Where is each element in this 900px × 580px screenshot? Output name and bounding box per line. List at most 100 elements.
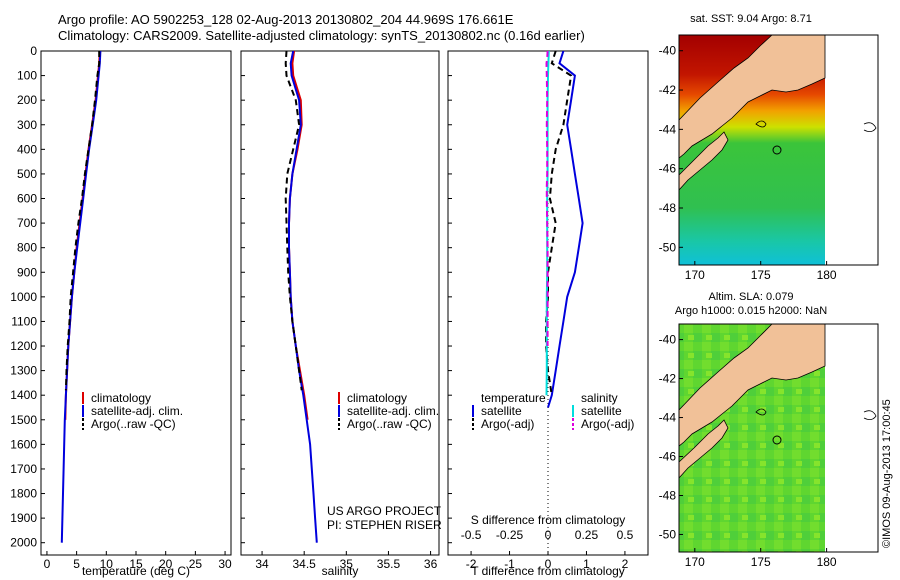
pi-annotation: PI: STEPHEN RISER [327, 518, 442, 532]
temperature-panel: 0100200300400500600700800900100011001200… [10, 44, 452, 578]
land-mass [678, 419, 729, 480]
lat-tick-label: -42 [659, 83, 677, 97]
x-tick-label: 0 [44, 557, 51, 571]
sla-no-data [825, 324, 878, 552]
s-tick-label: -0.5 [461, 528, 482, 542]
x-tick-label: 5 [73, 557, 80, 571]
lat-tick-label: -50 [659, 527, 677, 541]
x-tick-label: 34.5 [293, 557, 317, 571]
salinity-axis: 34 34.5 35 35.5 36 [255, 551, 438, 571]
series-line-argo-raw-qc [64, 51, 101, 391]
land-mass [678, 34, 826, 159]
depth-tick-label: 900 [17, 265, 37, 279]
sla-map: Altim. SLA: 0.079 Argo h1000: 0.015 h200… [659, 291, 879, 569]
island-outline [863, 410, 877, 420]
s-difference-ticks: -0.5 -0.25 0 0.25 0.5 [461, 528, 634, 542]
difference-panel: -2 -1 0 1 2 T difference from climatology S … [447, 50, 649, 578]
x-tick-label: 36 [424, 557, 438, 571]
land-mass [678, 131, 729, 192]
lat-tick-label: -48 [659, 488, 677, 502]
series-line-temperature-satellite [547, 51, 584, 408]
x-tick-label: 30 [218, 557, 232, 571]
imos-timestamp: ©IMOS 09-Aug-2013 17:00:45 [881, 399, 893, 548]
lon-tick-label: 180 [817, 268, 837, 282]
lat-tick-label: -40 [659, 44, 677, 58]
legend-group-temperature: temperature [481, 391, 546, 405]
sst-map-title: sat. SST: 9.04 Argo: 8.71 [690, 13, 812, 25]
depth-tick-label: 600 [17, 192, 37, 206]
sst-map: sat. SST: 9.04 Argo: 8.71 170 175 180 -40 -4… [659, 13, 879, 282]
lon-tick-label: 170 [685, 268, 705, 282]
depth-tick-label: 700 [17, 216, 37, 230]
depth-tick-label: 2000 [10, 536, 37, 550]
s-difference-xlabel: S difference from climatology [471, 513, 626, 527]
x-tick-label: 1 [583, 557, 590, 571]
depth-axis: 0 100 200 300 400 500 600 700 800 900 1000 1100 1200… [10, 44, 452, 550]
sst-map-axes: 170 175 180 -40 -42 -44 -46 -48 -50 [659, 44, 837, 282]
depth-tick-label: 400 [17, 142, 37, 156]
depth-tick-label: 300 [17, 118, 37, 132]
x-tick-label: -2 [466, 557, 477, 571]
sst-no-data [825, 35, 878, 265]
x-tick-label: 35.5 [377, 557, 401, 571]
depth-tick-label: 1300 [10, 364, 37, 378]
x-tick-label: -1 [504, 557, 515, 571]
climatology-title: Climatology: CARS2009. Satellite-adjuste… [58, 28, 585, 43]
lon-tick-label: 175 [751, 555, 771, 569]
land-mass [678, 323, 826, 447]
lat-tick-label: -46 [659, 162, 677, 176]
salinity-legend: climatology satellite-adj. clim. Argo(..… [338, 391, 439, 431]
depth-tick-label: 1200 [10, 339, 37, 353]
lat-tick-label: -40 [659, 333, 677, 347]
x-tick-label: 35 [340, 557, 354, 571]
sla-map-axes: 170 175 180 -40 -42 -44 -46 -48 -50 [659, 333, 837, 569]
sla-map-frame [678, 323, 879, 553]
series-line-temperature-argo-adj [545, 51, 573, 396]
legend-label-sal-argo: Argo(-adj) [581, 417, 634, 431]
series-line-argo-raw-qc [284, 51, 303, 391]
legend-label-satellite-adj: satellite-adj. clim. [347, 404, 439, 418]
temperature-axis: 0 5 10 15 20 25 30 [44, 551, 232, 571]
depth-tick-label: 1600 [10, 437, 37, 451]
lat-tick-label: -50 [659, 240, 677, 254]
lat-tick-label: -44 [659, 122, 677, 136]
s-tick-label: 0 [545, 528, 552, 542]
x-tick-label: 0 [545, 557, 552, 571]
lat-tick-label: -42 [659, 372, 677, 386]
contour-line [755, 408, 767, 416]
legend-label-climatology: climatology [347, 391, 407, 405]
temperature-legend: climatology satellite-adj. clim. Argo(..… [82, 391, 183, 431]
depth-tick-label: 800 [17, 241, 37, 255]
s-tick-label: -0.25 [496, 528, 524, 542]
depth-tick-label: 1100 [11, 314, 37, 328]
legend-label-satellite-adj: satellite-adj. clim. [91, 404, 183, 418]
series-line-satellite-adj-clim [60, 51, 102, 543]
depth-tick-label: 1900 [10, 511, 37, 525]
x-tick-label: 25 [189, 557, 203, 571]
legend-label-argo: Argo(..raw -QC) [347, 417, 432, 431]
temperature-profiles [60, 51, 102, 543]
legend-label-climatology: climatology [91, 391, 151, 405]
salinity-axes-box [240, 50, 440, 556]
profile-title: Argo profile: AO 5902253_128 02-Aug-2013… [58, 12, 514, 27]
island-outline [863, 122, 877, 132]
depth-tick-label: 1700 [10, 462, 37, 476]
difference-legend: temperature salinity satellite Argo(-adj… [472, 391, 634, 431]
x-tick-label: 2 [622, 557, 629, 571]
depth-tick-label: 0 [30, 44, 37, 58]
series-line-satellite-adj-clim [288, 51, 318, 543]
temperature-xlabel: temperature (deg C) [82, 564, 190, 578]
t-difference-axis: -2 -1 0 1 2 [466, 551, 629, 571]
legend-label-temp-argo: Argo(-adj) [481, 417, 534, 431]
x-tick-label: 20 [159, 557, 173, 571]
t-difference-xlabel: T difference from climatology [471, 564, 625, 578]
depth-tick-label: 1400 [10, 388, 37, 402]
x-tick-label: 34 [255, 557, 269, 571]
series-line-salinity-argo-adj [545, 51, 549, 346]
s-tick-label: 0.25 [575, 528, 599, 542]
sla-map-subtitle: Argo h1000: 0.015 h2000: NaN [675, 305, 827, 317]
legend-label-temp-satellite: satellite [481, 404, 522, 418]
lat-tick-label: -46 [659, 450, 677, 464]
depth-tick-label: 1500 [10, 413, 37, 427]
sla-map-title: Altim. SLA: 0.079 [709, 291, 794, 303]
